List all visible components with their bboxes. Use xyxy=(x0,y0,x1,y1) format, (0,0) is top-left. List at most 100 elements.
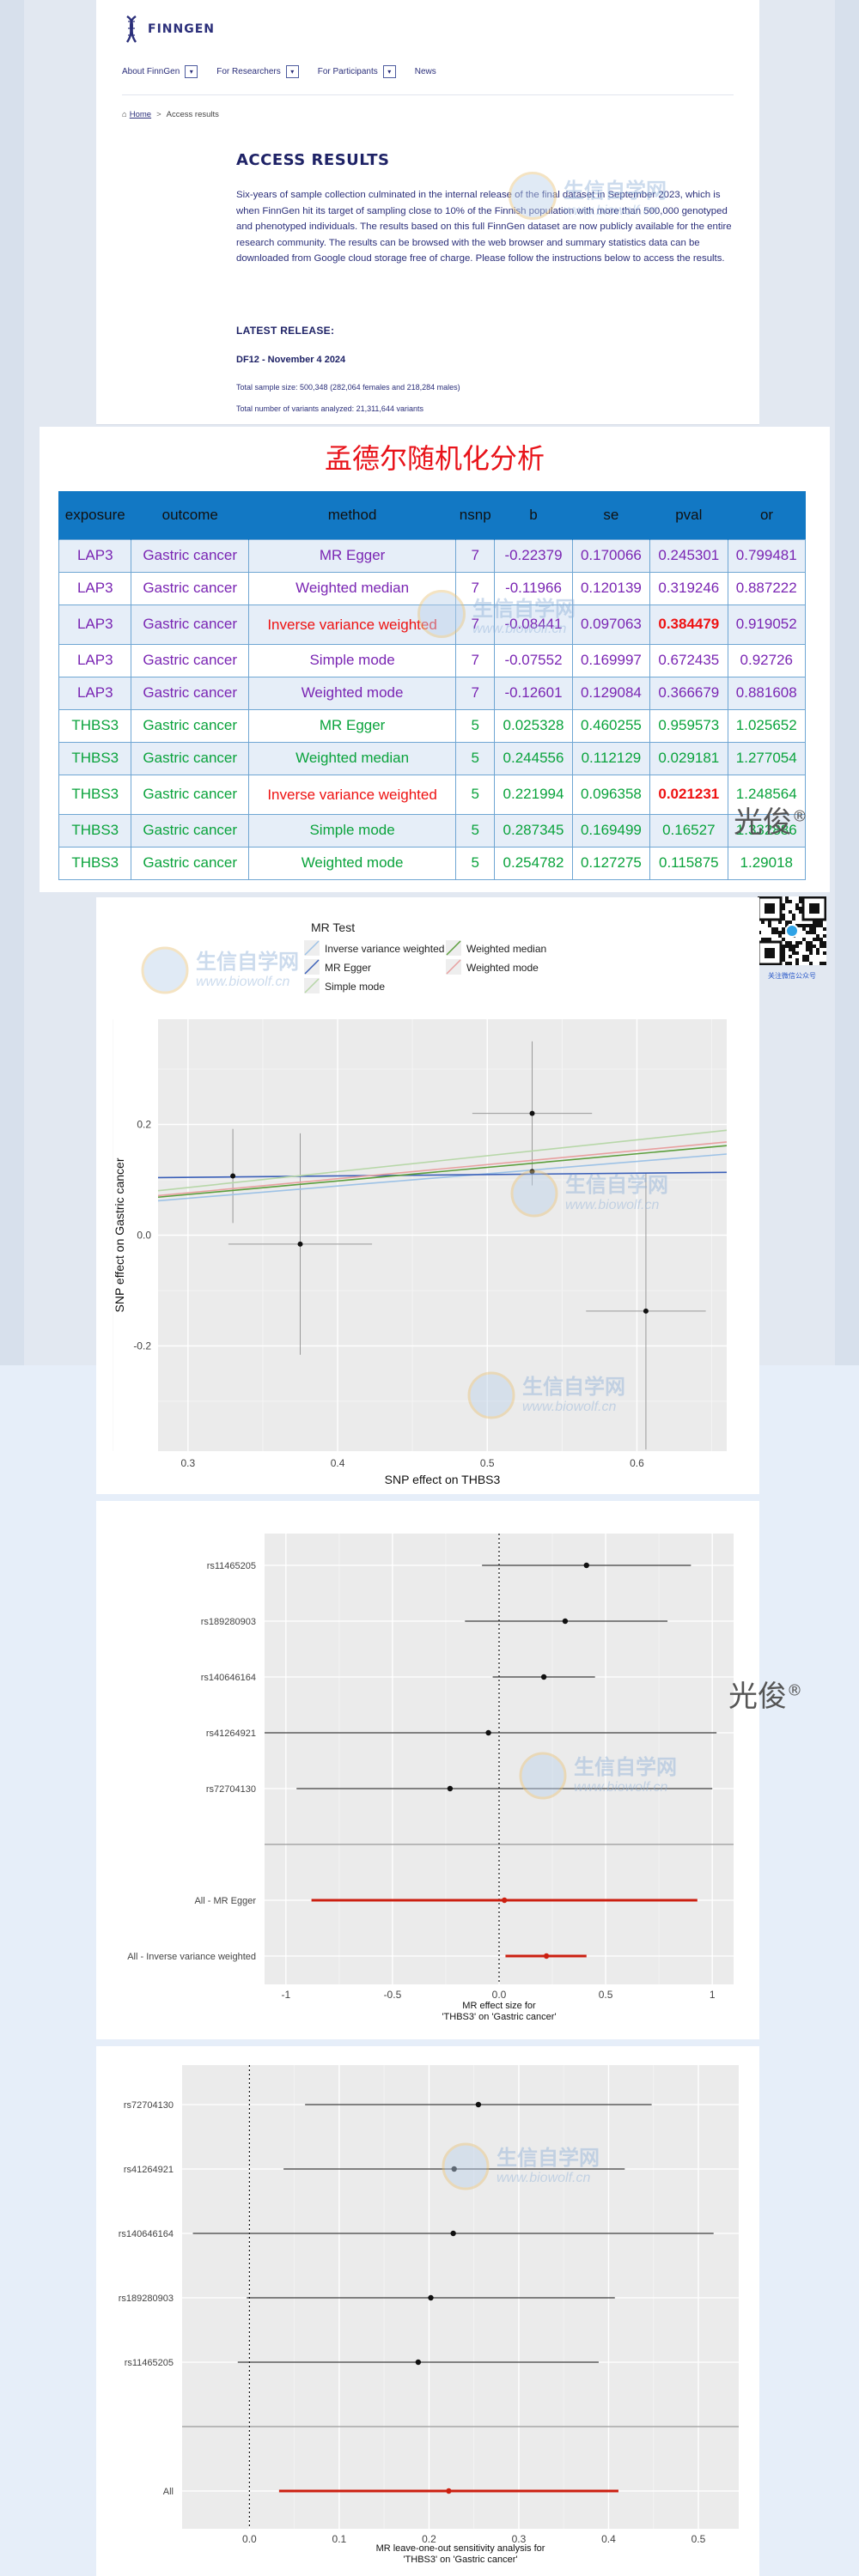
table-cell-se: 0.169997 xyxy=(571,643,651,677)
table-cell-outcome: Gastric cancer xyxy=(131,676,249,710)
column-header: method xyxy=(247,491,456,539)
qr-module xyxy=(782,907,785,910)
watermark-cn: 生信自学网 xyxy=(522,1375,625,1399)
sample-size-text: Total sample size: 500,348 (282,064 fema… xyxy=(236,383,460,392)
x-tick-label: 0.1 xyxy=(332,2533,347,2545)
qr-module xyxy=(775,927,778,931)
table-cell-nsnp: 7 xyxy=(455,538,496,573)
chevron-down-icon[interactable]: ▾ xyxy=(285,65,299,78)
qr-module xyxy=(809,945,813,948)
finngen-brand-text: FINNGEN xyxy=(148,22,215,36)
finngen-logo[interactable]: FINNGEN xyxy=(122,12,215,46)
qr-module xyxy=(758,931,761,934)
watermark-logo-icon xyxy=(510,1170,558,1218)
table-cell-method: Weighted mode xyxy=(247,846,457,880)
home-icon[interactable]: ⌂ xyxy=(122,110,127,119)
table-cell-se: 0.096358 xyxy=(571,774,651,815)
page-title: ACCESS RESULTS xyxy=(236,151,390,169)
qr-module xyxy=(782,955,785,958)
table-cell-exposure: LAP3 xyxy=(58,571,132,605)
x-tick-label: 0.4 xyxy=(331,1457,345,1469)
forest-plot: -1 -0.5 0.0 0.5 1 rs11465205 rs189280903 rs1406… xyxy=(127,1534,734,2022)
qr-module xyxy=(816,934,819,938)
qr-module xyxy=(792,948,795,951)
legend-key-line xyxy=(304,978,320,993)
chevron-down-icon[interactable]: ▾ xyxy=(382,65,396,78)
qr-module xyxy=(775,931,778,934)
qr-module xyxy=(795,907,799,910)
table-cell-pval: 0.319246 xyxy=(649,571,728,605)
nav-item-news[interactable]: News xyxy=(415,67,436,76)
breadcrumb-current: Access results xyxy=(166,110,219,119)
table-cell-pval: 0.021231 xyxy=(649,774,728,815)
release-name: DF12 - November 4 2024 xyxy=(236,355,346,365)
nav-label: For Participants xyxy=(317,67,378,76)
table-cell-or: 1.332886 xyxy=(727,813,807,848)
qr-module xyxy=(819,924,823,927)
x-tick-label: -0.5 xyxy=(384,1989,402,2001)
data-point xyxy=(230,1173,236,1179)
watermark-cn: 生信自学网 xyxy=(497,2146,600,2170)
qr-module xyxy=(761,920,765,924)
plot-area xyxy=(182,2065,739,2529)
qr-module xyxy=(809,941,813,945)
table-cell-se: 0.112129 xyxy=(571,741,651,775)
chevron-down-icon[interactable]: ▾ xyxy=(185,65,198,78)
qr-module xyxy=(799,941,802,945)
qr-module xyxy=(785,941,789,945)
watermark-url: www.biowolf.cn xyxy=(565,1198,659,1212)
qr-module xyxy=(789,962,792,965)
qr-finder xyxy=(801,896,827,921)
table-row: LAP3 Gastric cancer Simple mode 7 -0.07552 0.… xyxy=(58,643,807,677)
mr-table-panel: 孟德尔随机化分析 exposure outcome method nsnp b … xyxy=(40,427,830,892)
row-label: rs11465205 xyxy=(125,2358,174,2368)
nav-item-about[interactable]: About FinnGen ▾ xyxy=(122,65,198,78)
table-cell-pval: 0.672435 xyxy=(649,643,728,677)
legend-entry: Weighted median xyxy=(466,943,546,955)
qr-finder-center xyxy=(809,903,819,914)
brand-mark: 光俊® xyxy=(734,799,807,841)
table-cell-nsnp: 7 xyxy=(455,676,496,710)
qr-module xyxy=(823,934,826,938)
nav-item-participants[interactable]: For Participants ▾ xyxy=(318,65,396,78)
brand-mark: 光俊® xyxy=(728,1673,802,1715)
x-tick-label: 0.3 xyxy=(512,2533,527,2545)
watermark-cn: 生信自学网 xyxy=(574,1755,677,1779)
breadcrumb-home-link[interactable]: Home xyxy=(129,110,152,119)
nav-label: News xyxy=(414,67,436,76)
qr-module xyxy=(806,931,809,934)
effect-point xyxy=(450,2230,456,2237)
table-cell-b: 0.244556 xyxy=(494,741,573,775)
column-header: se xyxy=(571,491,650,539)
qr-module xyxy=(795,924,799,927)
nav-item-researchers[interactable]: For Researchers ▾ xyxy=(216,65,299,78)
qr-center-logo xyxy=(785,924,799,938)
row-label: rs41264921 xyxy=(206,1728,256,1739)
qr-module xyxy=(782,948,785,951)
watermark-cn: 生信自学网 xyxy=(196,950,299,974)
qr-module xyxy=(823,951,826,955)
qr-module xyxy=(809,927,813,931)
table-cell-exposure: THBS3 xyxy=(58,846,132,880)
table-cell-b: -0.11966 xyxy=(494,571,573,605)
qr-module xyxy=(782,927,785,931)
qr-module xyxy=(813,931,816,934)
breadcrumb: ⌂ Home > Access results xyxy=(122,110,219,119)
row-label: rs189280903 xyxy=(119,2293,174,2304)
mr-table-title: 孟德尔随机化分析 xyxy=(324,442,545,475)
table-cell-method: MR Egger xyxy=(247,538,457,573)
table-cell-outcome: Gastric cancer xyxy=(131,741,249,775)
qr-code[interactable]: 关注微信公众号 xyxy=(757,896,827,980)
table-cell-or: 0.881608 xyxy=(727,676,807,710)
qr-module xyxy=(785,900,789,903)
table-cell-b: 0.287345 xyxy=(494,813,573,848)
effect-point xyxy=(485,1729,491,1736)
qr-module xyxy=(789,920,792,924)
legend-entry: Weighted mode xyxy=(466,962,539,974)
regression-line xyxy=(157,1153,728,1202)
dna-helix-icon xyxy=(125,15,137,43)
legend-key-line xyxy=(446,940,461,956)
legend-entry: Inverse variance weighted xyxy=(325,943,444,955)
qr-module xyxy=(823,962,826,965)
